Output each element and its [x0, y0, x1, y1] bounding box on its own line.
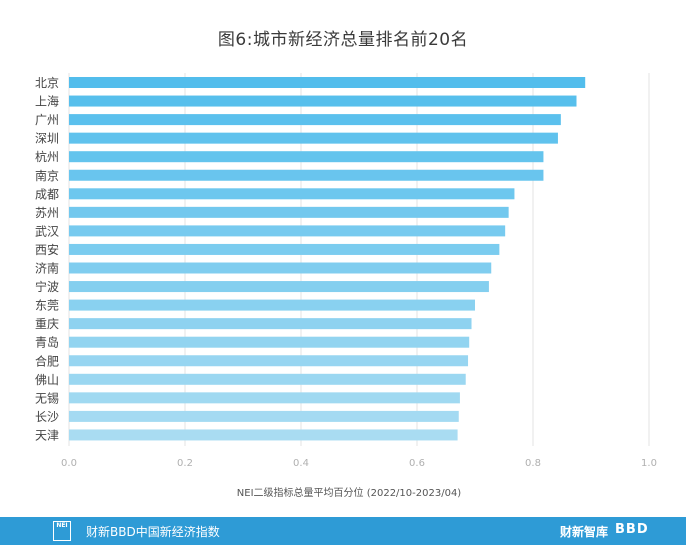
bar: [69, 188, 515, 200]
bar: [69, 336, 470, 348]
bar: [69, 281, 489, 293]
bar: [69, 243, 500, 255]
x-axis-title: NEI二级指标总量平均百分位 (2022/10-2023/04): [237, 486, 462, 499]
x-tick-label: 1.0: [641, 458, 657, 469]
category-label: 上海: [35, 94, 59, 109]
bar: [69, 355, 469, 367]
chart-title: 图6:城市新经济总量排名前20名: [217, 30, 469, 50]
bar: [69, 262, 492, 274]
bar: [69, 77, 586, 88]
bbd-logo: BBD: [615, 522, 649, 537]
bar: [69, 95, 577, 107]
category-label: 成都: [35, 187, 59, 201]
bar: [69, 299, 475, 311]
category-label: 武汉: [35, 224, 59, 238]
category-label: 东莞: [35, 299, 59, 313]
nei-logo: NEI: [53, 521, 71, 541]
category-label: 北京: [35, 76, 59, 90]
category-label: 重庆: [35, 317, 59, 331]
bar: [69, 151, 544, 163]
footer-brand-text: 财新BBD中国新经济指数: [86, 525, 220, 539]
category-label: 济南: [35, 261, 59, 276]
category-label: 深圳: [35, 132, 59, 146]
category-label: 青岛: [35, 335, 59, 350]
x-tick-label: 0.0: [61, 458, 77, 469]
x-tick-label: 0.4: [293, 458, 309, 469]
bar: [69, 206, 509, 218]
x-tick-label: 0.2: [177, 458, 193, 469]
category-label: 无锡: [35, 390, 59, 405]
bar: [69, 225, 506, 237]
category-label: 杭州: [35, 149, 59, 164]
x-tick-label: 0.6: [409, 458, 425, 469]
bar: [69, 392, 460, 404]
category-label: 宁波: [35, 279, 59, 294]
category-label: 南京: [35, 168, 59, 183]
bar: [69, 114, 561, 126]
bar: [69, 410, 459, 422]
bar: [69, 169, 544, 181]
category-label: 苏州: [35, 206, 59, 220]
caixin-think-tank-logo: 财新智库: [560, 525, 609, 539]
bar-chart: 0.0 0.2 0.4 0.6 0.8 1.0 北京上海广州深圳杭州南京成都苏州武汉西安济南…: [35, 73, 657, 499]
x-tick-label: 0.8: [525, 458, 541, 469]
category-label: 佛山: [35, 373, 59, 387]
bar: [69, 429, 458, 441]
category-label: 合肥: [35, 353, 59, 368]
category-label: 天津: [35, 428, 59, 442]
footer-bar: NEI 财新BBD中国新经济指数 财新智库 BBD: [0, 517, 686, 545]
bar: [69, 132, 558, 144]
category-label: 广州: [35, 113, 59, 127]
bar: [69, 318, 472, 330]
bar: [69, 373, 466, 385]
category-label: 西安: [35, 242, 59, 257]
category-label: 长沙: [35, 410, 59, 424]
